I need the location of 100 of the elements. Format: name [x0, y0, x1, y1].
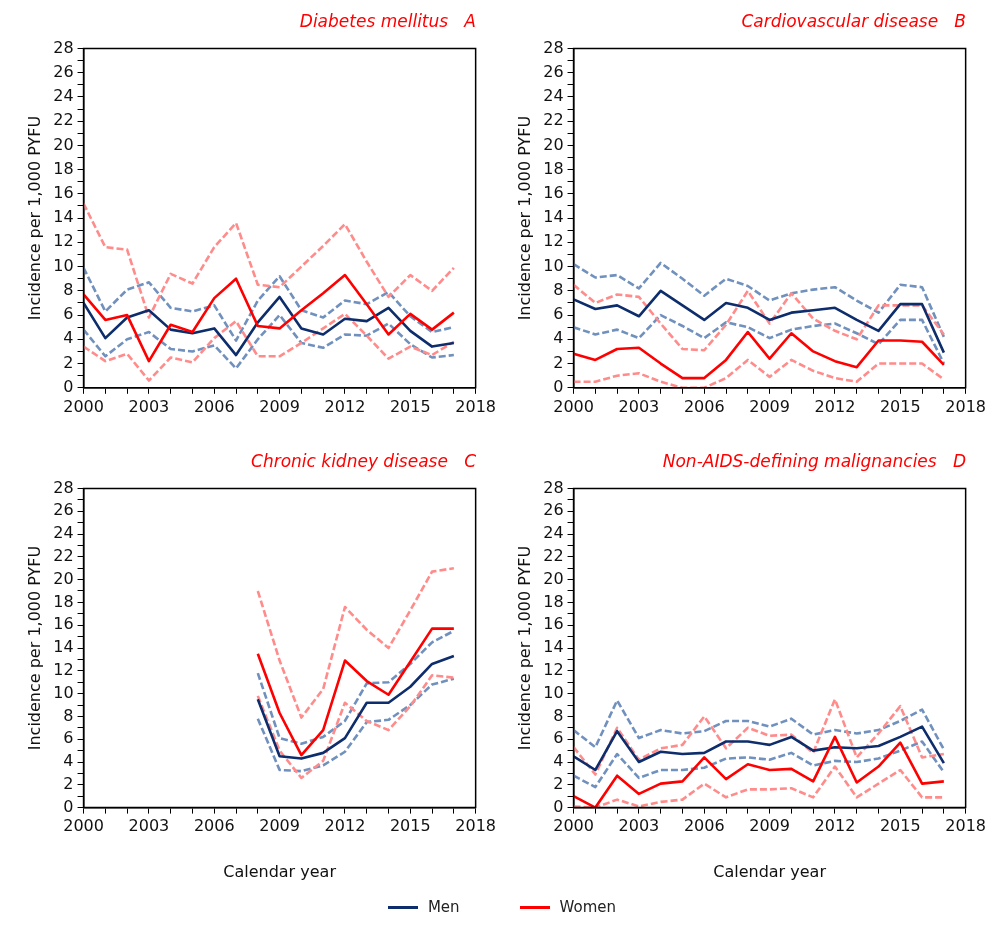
y-tick-label: 4 — [63, 328, 74, 348]
y-tick-label: 28 — [543, 477, 564, 497]
y-tick-label: 24 — [543, 523, 564, 543]
y-tick-label: 2 — [63, 352, 74, 372]
y-tick-label: 6 — [63, 304, 74, 324]
x-tick-label: 2018 — [945, 396, 986, 416]
line-series — [573, 698, 946, 776]
y-tick-label: 14 — [543, 637, 564, 657]
y-tick-label: 10 — [543, 255, 564, 275]
x-tick-label: 2009 — [259, 396, 300, 416]
y-tick-label: 22 — [543, 545, 564, 565]
y-tick-label: 22 — [53, 110, 74, 130]
x-tick-label: 2003 — [128, 396, 170, 416]
y-tick-label: 8 — [553, 705, 564, 725]
x-tick-label: 2018 — [945, 816, 986, 836]
y-tick-label: 8 — [553, 279, 564, 299]
chart-title: Diabetes mellitus A — [299, 10, 476, 31]
y-tick-label: 0 — [553, 796, 564, 816]
x-tick-label: 2018 — [455, 816, 496, 836]
chart-title: Non-AIDS-defining malignancies D — [662, 450, 966, 471]
x-tick-label: 2003 — [618, 396, 660, 416]
y-tick-label: 22 — [543, 110, 564, 130]
x-tick-label: 2015 — [389, 396, 431, 416]
y-tick-label: 14 — [543, 207, 564, 227]
line-series — [573, 699, 946, 751]
y-tick-label: 12 — [543, 659, 564, 679]
y-tick-label: 6 — [63, 728, 74, 748]
x-tick-label: 2009 — [259, 816, 300, 836]
x-tick-label: 2000 — [553, 816, 594, 836]
y-tick-label: 20 — [543, 134, 564, 154]
y-tick-label: 4 — [63, 751, 74, 771]
legend-label: Women — [559, 898, 617, 916]
y-tick-label: 12 — [53, 231, 74, 251]
y-tick-label: 20 — [543, 568, 564, 588]
x-tick-label: 2003 — [128, 816, 170, 836]
x-axis-title: Calendar year — [713, 861, 827, 881]
y-axis-title: Incidence per 1,000 PYFU — [24, 545, 44, 751]
y-tick-label: 18 — [53, 591, 74, 611]
x-tick-label: 2000 — [63, 816, 104, 836]
y-tick-label: 6 — [553, 728, 564, 748]
y-tick-label: 12 — [543, 231, 564, 251]
x-tick-label: 2006 — [193, 816, 235, 836]
x-tick-label: 2018 — [455, 396, 496, 416]
chart-title: Chronic kidney disease C — [251, 450, 477, 471]
y-tick-label: 0 — [553, 376, 564, 396]
y-tick-label: 4 — [553, 328, 564, 348]
line-series — [573, 740, 946, 789]
x-tick-label: 2003 — [618, 816, 660, 836]
x-tick-label: 2006 — [193, 396, 235, 416]
x-tick-label: 2000 — [63, 396, 104, 416]
x-tick-label: 2015 — [879, 396, 921, 416]
y-tick-label: 2 — [63, 773, 74, 793]
y-tick-label: 2 — [553, 773, 564, 793]
x-axis-title: Calendar year — [223, 861, 337, 881]
y-axis-title: Incidence per 1,000 PYFU — [24, 115, 44, 321]
y-tick-label: 24 — [543, 86, 564, 106]
x-tick-label: 2015 — [879, 816, 921, 836]
x-tick-label: 2009 — [749, 396, 790, 416]
y-tick-label: 16 — [53, 183, 74, 203]
y-tick-label: 26 — [53, 61, 74, 81]
legend-label: Men — [427, 898, 460, 916]
line-series — [83, 313, 456, 370]
y-tick-label: 4 — [553, 751, 564, 771]
y-tick-label: 14 — [53, 637, 74, 657]
y-tick-label: 0 — [63, 796, 74, 816]
y-tick-label: 18 — [53, 158, 74, 178]
y-tick-label: 28 — [53, 477, 74, 497]
y-tick-label: 20 — [53, 134, 74, 154]
y-tick-label: 28 — [543, 37, 564, 57]
x-tick-label: 2012 — [324, 816, 366, 836]
y-axis-title: Incidence per 1,000 PYFU — [514, 545, 534, 751]
y-tick-label: 16 — [543, 614, 564, 634]
y-tick-label: 28 — [53, 37, 74, 57]
y-tick-label: 12 — [53, 659, 74, 679]
y-tick-label: 18 — [543, 591, 564, 611]
y-tick-label: 20 — [53, 568, 74, 588]
y-tick-label: 14 — [53, 207, 74, 227]
y-tick-label: 16 — [53, 614, 74, 634]
y-tick-label: 24 — [53, 86, 74, 106]
line-series — [573, 261, 946, 339]
y-tick-label: 8 — [63, 279, 74, 299]
y-tick-label: 2 — [553, 352, 564, 372]
y-tick-label: 16 — [543, 183, 564, 203]
x-tick-label: 2009 — [749, 816, 790, 836]
y-tick-label: 26 — [53, 500, 74, 520]
y-axis-title: Incidence per 1,000 PYFU — [514, 115, 534, 321]
y-tick-label: 24 — [53, 523, 74, 543]
x-tick-label: 2015 — [389, 816, 431, 836]
line-series — [83, 312, 456, 382]
y-tick-label: 10 — [53, 682, 74, 702]
y-tick-label: 26 — [543, 61, 564, 81]
x-tick-label: 2012 — [324, 396, 366, 416]
y-tick-label: 26 — [543, 500, 564, 520]
y-tick-label: 10 — [543, 682, 564, 702]
line-series — [83, 202, 456, 319]
x-tick-label: 2012 — [814, 816, 856, 836]
y-tick-label: 0 — [63, 376, 74, 396]
x-tick-label: 2000 — [553, 396, 594, 416]
y-tick-label: 10 — [53, 255, 74, 275]
y-tick-label: 8 — [63, 705, 74, 725]
